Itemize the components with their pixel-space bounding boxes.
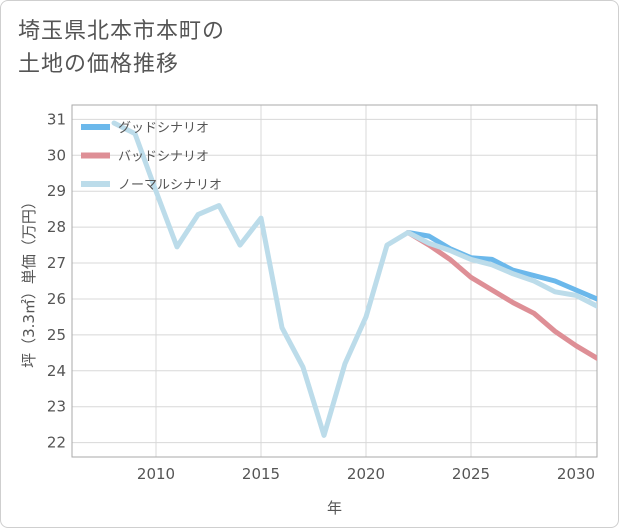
x-tick-label: 2010 bbox=[137, 465, 175, 483]
y-tick-label: 23 bbox=[47, 398, 66, 416]
series-lines bbox=[111, 120, 597, 438]
x-tick-labels: 2010 2015 2020 2025 2030 bbox=[137, 465, 595, 483]
legend-label-bad: バッドシナリオ bbox=[118, 150, 209, 165]
y-tick-label: 30 bbox=[47, 146, 66, 164]
legend-label-normal: ノーマルシナリオ bbox=[118, 178, 222, 193]
plot-frame bbox=[71, 104, 598, 458]
y-tick-label: 28 bbox=[47, 218, 66, 236]
y-tick-label: 26 bbox=[47, 290, 66, 308]
y-tick-label: 22 bbox=[47, 434, 66, 452]
x-tick-label: 2020 bbox=[347, 465, 385, 483]
x-tick-label: 2030 bbox=[557, 465, 595, 483]
grid-lines bbox=[72, 105, 597, 457]
y-tick-label: 31 bbox=[47, 110, 66, 128]
y-tick-labels: 22 23 24 25 26 27 28 29 30 31 bbox=[47, 110, 66, 451]
x-axis-label: 年 bbox=[327, 499, 342, 517]
y-tick-label: 29 bbox=[47, 182, 66, 200]
title-line-1: 埼玉県北本市本町の bbox=[18, 19, 226, 44]
series-line-good bbox=[405, 230, 597, 302]
x-tick-label: 2015 bbox=[242, 465, 280, 483]
y-axis-label: 坪（3.3㎡）単価（万円） bbox=[20, 194, 38, 368]
legend-label-good: グッドシナリオ bbox=[118, 121, 209, 136]
y-tick-label: 27 bbox=[47, 254, 66, 272]
chart-title: 埼玉県北本市本町の 土地の価格推移 bbox=[18, 15, 225, 81]
series-line-normal bbox=[111, 120, 597, 438]
y-tick-label: 24 bbox=[47, 362, 66, 380]
series-line-bad bbox=[405, 230, 597, 361]
title-line-2: 土地の価格推移 bbox=[18, 52, 180, 77]
x-tick-label: 2025 bbox=[452, 465, 490, 483]
y-tick-label: 25 bbox=[47, 326, 66, 344]
